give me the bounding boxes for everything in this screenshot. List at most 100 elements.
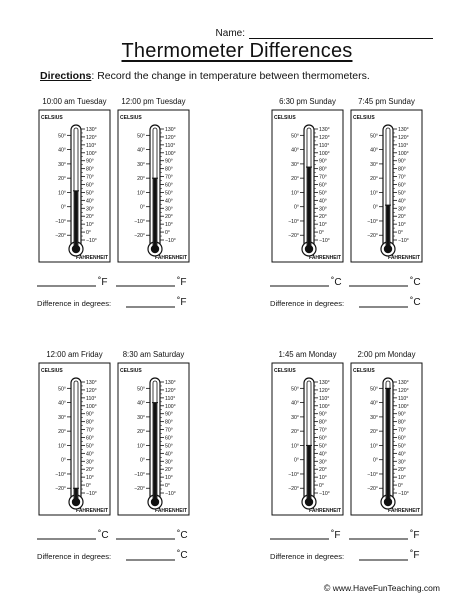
fahrenheit-tick-label: 60° — [165, 436, 173, 442]
answer-unit: ˚C — [98, 529, 109, 541]
celsius-tick-label: 50° — [137, 133, 145, 139]
celsius-label: CELSIUS — [120, 115, 142, 121]
celsius-tick-label: 30° — [137, 162, 145, 168]
liquid-column — [307, 445, 311, 502]
difference-unit: ˚C — [177, 549, 188, 561]
fahrenheit-label: FAHRENHEIT — [76, 508, 108, 514]
celsius-tick-label: 40° — [58, 148, 66, 154]
difference-unit: ˚F — [410, 549, 419, 561]
fahrenheit-tick-label: 70° — [319, 428, 327, 434]
fahrenheit-label: FAHRENHEIT — [155, 508, 187, 514]
celsius-tick-label: −10° — [288, 219, 299, 225]
fahrenheit-tick-label: 120° — [86, 388, 97, 394]
fahrenheit-tick-label: 50° — [86, 190, 94, 196]
celsius-tick-label: −20° — [55, 486, 66, 492]
fahrenheit-tick-label: 40° — [319, 198, 327, 204]
fahrenheit-tick-label: 70° — [86, 428, 94, 434]
fahrenheit-tick-label: 60° — [398, 183, 406, 189]
fahrenheit-tick-label: 110° — [398, 143, 408, 149]
celsius-tick-label: 40° — [370, 148, 378, 154]
fahrenheit-tick-label: 110° — [86, 143, 96, 149]
fahrenheit-tick-label: 10° — [319, 222, 327, 228]
fahrenheit-tick-label: 40° — [398, 198, 406, 204]
fahrenheit-tick-label: 100° — [319, 151, 330, 157]
fahrenheit-tick-label: 70° — [165, 175, 173, 181]
fahrenheit-tick-label: 90° — [165, 412, 173, 418]
celsius-tick-label: 20° — [137, 429, 145, 435]
fahrenheit-tick-label: 70° — [319, 175, 327, 181]
liquid-column — [74, 190, 78, 249]
name-field[interactable]: Name: — [0, 28, 433, 39]
fahrenheit-tick-label: 0° — [319, 483, 324, 489]
fahrenheit-tick-label: 80° — [319, 167, 327, 173]
fahrenheit-tick-label: 130° — [165, 380, 176, 386]
celsius-tick-label: −10° — [367, 472, 378, 478]
fahrenheit-tick-label: 90° — [319, 159, 327, 165]
fahrenheit-tick-label: 80° — [165, 167, 173, 173]
page-title: Thermometer Differences — [121, 40, 353, 62]
thermometer-time-label: 1:45 am Monday — [278, 350, 336, 359]
celsius-tick-label: 30° — [370, 415, 378, 421]
answer-unit: ˚F — [331, 529, 340, 541]
difference-label: Difference in degrees: — [37, 552, 111, 561]
fahrenheit-tick-label: 130° — [398, 127, 409, 133]
answer-unit: ˚F — [98, 276, 107, 288]
fahrenheit-tick-label: 130° — [319, 127, 330, 133]
celsius-tick-label: 10° — [137, 443, 145, 449]
celsius-tick-label: 20° — [370, 429, 378, 435]
liquid-column — [153, 402, 157, 502]
answer-unit: ˚C — [331, 276, 342, 288]
fahrenheit-tick-label: 100° — [398, 404, 409, 410]
celsius-tick-label: 0° — [294, 458, 299, 464]
answer-unit: ˚C — [177, 529, 188, 541]
celsius-tick-label: 30° — [58, 415, 66, 421]
fahrenheit-tick-label: −10° — [165, 491, 176, 497]
fahrenheit-tick-label: 30° — [319, 206, 327, 212]
fahrenheit-tick-label: 20° — [165, 467, 173, 473]
fahrenheit-tick-label: 80° — [86, 420, 94, 426]
fahrenheit-tick-label: 20° — [398, 214, 406, 220]
directions-label: Directions — [40, 70, 92, 82]
celsius-label: CELSIUS — [353, 115, 375, 121]
fahrenheit-tick-label: 20° — [165, 214, 173, 220]
fahrenheit-tick-label: 10° — [86, 475, 94, 481]
celsius-tick-label: 30° — [137, 415, 145, 421]
fahrenheit-tick-label: 30° — [86, 206, 94, 212]
fahrenheit-tick-label: 20° — [86, 467, 94, 473]
thermometer: CELSIUS FAHRENHEIT 130° 120° 110° 100° 90° 80° 7… — [271, 109, 344, 263]
liquid-column — [153, 178, 157, 249]
fahrenheit-tick-label: 50° — [319, 443, 327, 449]
difference-label: Difference in degrees: — [270, 299, 344, 308]
celsius-tick-label: 0° — [61, 205, 66, 211]
name-label: Name: — [215, 28, 245, 39]
fahrenheit-tick-label: 60° — [319, 183, 327, 189]
fahrenheit-tick-label: 50° — [398, 190, 406, 196]
thermometer-time-label: 8:30 am Saturday — [123, 350, 185, 359]
name-line[interactable] — [249, 29, 433, 39]
fahrenheit-tick-label: 0° — [319, 230, 324, 236]
fahrenheit-tick-label: 110° — [165, 143, 175, 149]
fahrenheit-tick-label: 30° — [398, 206, 406, 212]
celsius-tick-label: −10° — [134, 472, 145, 478]
celsius-label: CELSIUS — [41, 115, 63, 121]
fahrenheit-tick-label: 130° — [86, 380, 97, 386]
celsius-tick-label: 50° — [137, 386, 145, 392]
fahrenheit-tick-label: 130° — [165, 127, 176, 133]
fahrenheit-tick-label: 120° — [165, 135, 176, 141]
answer-unit: ˚F — [410, 529, 419, 541]
celsius-tick-label: 10° — [291, 190, 299, 196]
thermometer: CELSIUS FAHRENHEIT 130° 120° 110° 100° 90° 80° 7… — [38, 362, 111, 516]
celsius-tick-label: −20° — [367, 486, 378, 492]
fahrenheit-tick-label: 80° — [398, 420, 406, 426]
celsius-tick-label: 20° — [370, 176, 378, 182]
celsius-tick-label: 10° — [291, 443, 299, 449]
fahrenheit-tick-label: 120° — [319, 388, 330, 394]
celsius-label: CELSIUS — [41, 368, 63, 374]
fahrenheit-tick-label: 60° — [86, 436, 94, 442]
fahrenheit-tick-label: 100° — [398, 151, 409, 157]
fahrenheit-tick-label: 50° — [319, 190, 327, 196]
fahrenheit-tick-label: 100° — [165, 404, 176, 410]
fahrenheit-tick-label: 90° — [398, 159, 406, 165]
celsius-tick-label: 20° — [58, 176, 66, 182]
fahrenheit-tick-label: 120° — [165, 388, 176, 394]
